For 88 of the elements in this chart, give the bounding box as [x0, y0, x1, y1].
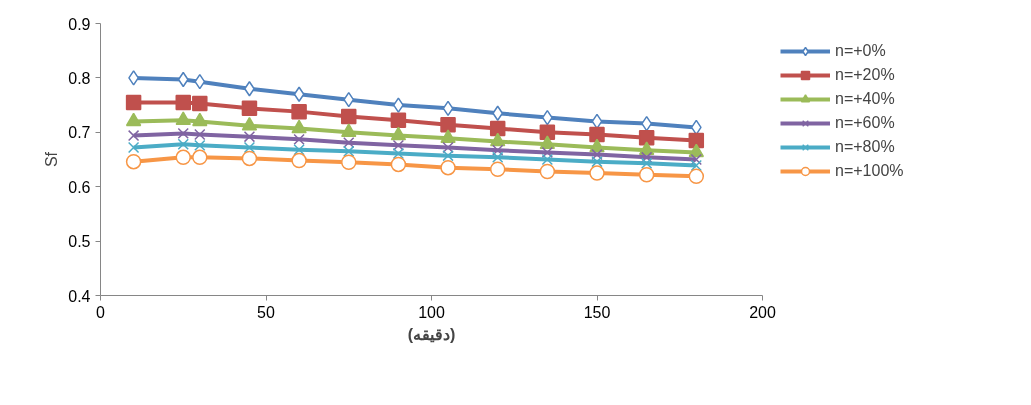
point — [541, 153, 554, 166]
legend-label: n=+0% — [835, 42, 886, 60]
point — [442, 149, 454, 162]
point — [390, 112, 407, 129]
point — [641, 115, 653, 132]
y-axis-title: Sf — [43, 151, 61, 168]
point — [175, 111, 191, 126]
point — [390, 156, 407, 173]
point — [392, 147, 405, 160]
point — [489, 161, 506, 178]
point — [589, 126, 605, 143]
point — [243, 130, 256, 143]
point — [440, 129, 456, 144]
point — [541, 109, 553, 126]
point — [241, 100, 258, 117]
legend-label: n=+80% — [835, 138, 895, 156]
point — [291, 119, 307, 134]
point — [177, 127, 189, 140]
point — [241, 116, 258, 131]
point — [390, 126, 407, 141]
point — [343, 145, 355, 158]
point — [440, 159, 456, 176]
point — [539, 135, 556, 150]
point — [125, 112, 142, 127]
point — [589, 165, 605, 181]
legend-label: n=+100% — [835, 162, 904, 180]
point — [640, 157, 653, 170]
point — [241, 150, 258, 167]
legend-label: n=+20% — [835, 66, 895, 84]
y-tick-label: 0.9 — [68, 15, 91, 33]
point — [125, 94, 142, 111]
point — [341, 154, 357, 170]
point — [440, 116, 456, 133]
point — [175, 149, 191, 166]
point — [442, 100, 454, 117]
point — [343, 91, 355, 108]
x-tick-label: 100 — [418, 303, 445, 321]
point — [194, 139, 206, 152]
y-tick-label: 0.8 — [68, 69, 91, 87]
point — [243, 141, 256, 154]
point — [125, 153, 142, 170]
point — [492, 151, 504, 164]
x-tick-label: 50 — [257, 303, 275, 321]
legend-label: n=+40% — [835, 90, 895, 108]
point — [638, 167, 655, 183]
point — [489, 132, 506, 147]
point — [175, 94, 191, 111]
point — [690, 159, 702, 172]
point — [591, 148, 603, 161]
point — [128, 70, 140, 86]
point — [343, 136, 355, 149]
point — [392, 139, 405, 152]
point — [492, 144, 504, 156]
point — [638, 129, 655, 146]
x-tick-label: 0 — [96, 303, 106, 321]
point — [127, 141, 140, 154]
point — [177, 71, 189, 88]
y-tick-label: 0.4 — [68, 287, 91, 305]
legend-label: n=+60% — [835, 114, 895, 132]
point — [492, 105, 504, 122]
y-tick-label: 0.6 — [68, 178, 91, 196]
point — [690, 153, 702, 166]
point — [177, 138, 189, 150]
point — [293, 144, 305, 156]
point — [194, 73, 206, 90]
point — [293, 86, 305, 102]
x-tick-label: 150 — [583, 303, 611, 321]
point — [539, 163, 556, 180]
point — [541, 146, 554, 159]
point — [591, 155, 603, 168]
point — [293, 133, 305, 146]
point — [489, 120, 506, 137]
point — [127, 129, 140, 142]
x-axis-title: (دقيقه) — [407, 325, 456, 343]
point — [291, 152, 307, 169]
point — [192, 95, 208, 112]
point — [291, 103, 307, 120]
point — [192, 149, 208, 166]
point — [392, 97, 404, 113]
point — [688, 168, 705, 185]
point — [442, 141, 454, 154]
point — [194, 128, 206, 141]
point — [192, 112, 208, 127]
y-tick-label: 0.5 — [68, 233, 91, 251]
y-tick-label: 0.7 — [68, 124, 91, 142]
point — [341, 123, 357, 138]
x-tick-label: 200 — [749, 303, 776, 321]
point — [341, 108, 357, 125]
